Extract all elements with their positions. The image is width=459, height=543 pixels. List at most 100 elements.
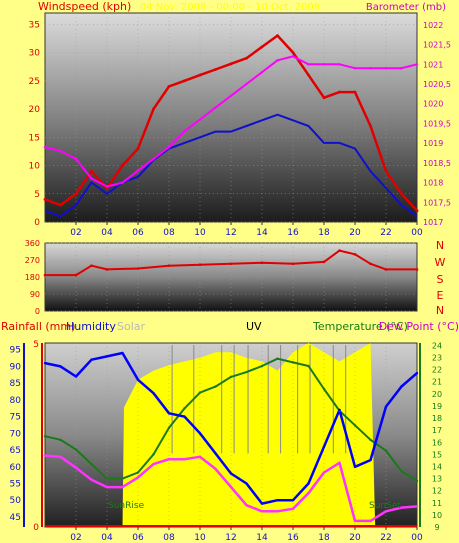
x-tick-label: 18 bbox=[318, 228, 330, 238]
barometer-point bbox=[183, 130, 186, 133]
windspeed-point bbox=[43, 198, 47, 201]
rainfall-axis-title: Rainfall (mm) bbox=[1, 320, 75, 333]
windspeed-point bbox=[338, 90, 341, 94]
windspeed-point bbox=[214, 68, 217, 71]
temperature-point bbox=[415, 479, 419, 483]
x-tick-label: 22 bbox=[380, 228, 391, 238]
temperature-point bbox=[245, 370, 248, 374]
wind-direction-point bbox=[369, 262, 372, 266]
humidity-tick-label: 65 bbox=[10, 446, 21, 456]
dew-point-point bbox=[229, 485, 233, 489]
windspeed-point bbox=[276, 34, 279, 37]
windspeed-point bbox=[353, 90, 357, 94]
compass-label: W bbox=[435, 256, 446, 269]
barometer-point bbox=[400, 67, 403, 70]
windspeed-point bbox=[291, 51, 295, 54]
temperature-point bbox=[90, 462, 93, 466]
bottom-series bbox=[43, 351, 419, 527]
humidity-point bbox=[59, 365, 62, 368]
barometer-point bbox=[90, 177, 93, 180]
barometer-tick-label: 1018 bbox=[423, 179, 443, 188]
top-series bbox=[43, 34, 419, 218]
wind-barometer-chart: 0510152025303510171017,510181018,5101910… bbox=[29, 0, 451, 238]
x-tick-label: 12 bbox=[225, 533, 236, 543]
temperature-point bbox=[105, 477, 109, 480]
barometer-point bbox=[322, 63, 326, 66]
dew-point-point bbox=[152, 462, 155, 466]
x-tick-label: 14 bbox=[256, 228, 268, 238]
windspeed-point bbox=[167, 85, 171, 88]
top-axes: 0510152025303510171017,510181018,5101910… bbox=[29, 20, 451, 238]
temperature-tick-label: 14 bbox=[432, 462, 442, 471]
wind-direction-point bbox=[105, 268, 109, 271]
windspeed-tick-label: 30 bbox=[29, 49, 41, 59]
windspeed-tick-label: 20 bbox=[29, 105, 41, 115]
temperature-point bbox=[307, 364, 310, 368]
wind-direction-chart: 0 90 180 270 360 N W S E N bbox=[25, 239, 446, 317]
windspeed-point bbox=[152, 107, 155, 111]
x-tick-label: 18 bbox=[318, 533, 330, 543]
direction-tick-label: 180 bbox=[25, 273, 40, 282]
temperature-tick-label: 9 bbox=[434, 523, 439, 532]
wind-direction-point bbox=[229, 262, 233, 266]
temperature-tick-label: 11 bbox=[432, 499, 442, 508]
temperature-tick-label: 18 bbox=[432, 414, 442, 423]
dew-point-point bbox=[105, 485, 109, 489]
humidity-point bbox=[74, 375, 78, 378]
humidity-point bbox=[121, 351, 124, 355]
compass-labels: N W S E N bbox=[435, 239, 446, 317]
barometer-axis-title: Barometer (mb) bbox=[366, 2, 446, 13]
rain-tick-label: 5 bbox=[33, 340, 39, 350]
humidity-tick-label: 95 bbox=[10, 346, 21, 356]
wind-direction-point bbox=[167, 264, 171, 267]
barometer-point bbox=[276, 59, 279, 62]
x-tick-label: 14 bbox=[256, 533, 268, 543]
barometer-point bbox=[353, 67, 357, 70]
humidity-point bbox=[322, 445, 326, 448]
barometer-point bbox=[105, 185, 109, 188]
temperature-tick-label: 16 bbox=[432, 438, 442, 447]
x-tick-label: 08 bbox=[163, 533, 175, 543]
humidity-point bbox=[338, 408, 341, 412]
humidity-tick-label: 45 bbox=[10, 513, 21, 523]
windspeed-tick-label: 5 bbox=[34, 190, 40, 200]
barometer-point bbox=[214, 106, 217, 109]
temperature-tick-label: 13 bbox=[432, 475, 442, 484]
sunset-label: SunSet bbox=[369, 501, 401, 511]
humidity-point bbox=[229, 472, 233, 475]
temperature-tick-label: 15 bbox=[432, 450, 442, 459]
barometer-point bbox=[74, 157, 78, 161]
direction-tick-label: 360 bbox=[25, 239, 40, 248]
top-gridlines bbox=[45, 13, 417, 223]
barometer-point bbox=[43, 145, 47, 149]
top-chart-title: 04 Nov. 2008 - 00:00 - 10 Oct. 2008 bbox=[140, 2, 320, 13]
windspeed-point bbox=[415, 209, 419, 213]
barometer-tick-label: 1019 bbox=[423, 139, 443, 148]
windspeed-point bbox=[369, 124, 372, 128]
barometer-tick-label: 1021,5 bbox=[423, 41, 451, 50]
temperature-point bbox=[400, 470, 403, 473]
dew-point-point bbox=[276, 510, 279, 513]
temperature-tick-label: 24 bbox=[432, 341, 442, 350]
direction-tick-label: 270 bbox=[25, 256, 40, 265]
x-tick-label: 12 bbox=[225, 228, 236, 238]
temperature-point bbox=[167, 426, 171, 429]
barometer-point bbox=[307, 63, 310, 66]
windspeed-point bbox=[90, 169, 93, 173]
x-tick-label: 20 bbox=[349, 228, 361, 238]
dew-point-point bbox=[384, 510, 388, 513]
windspeed-point bbox=[384, 169, 388, 173]
wind-direction-point bbox=[415, 268, 419, 271]
windspeed-point bbox=[136, 147, 140, 150]
windspeed-point bbox=[183, 79, 186, 83]
temperature-axis-title: Temperature (°C) bbox=[312, 320, 408, 333]
windspeed-point bbox=[245, 56, 248, 60]
dew-point-point bbox=[322, 471, 326, 474]
windspeed-tick-label: 25 bbox=[29, 77, 40, 87]
temperature-point bbox=[214, 385, 217, 388]
humidity-point bbox=[245, 482, 248, 485]
temperature-point bbox=[136, 471, 140, 474]
